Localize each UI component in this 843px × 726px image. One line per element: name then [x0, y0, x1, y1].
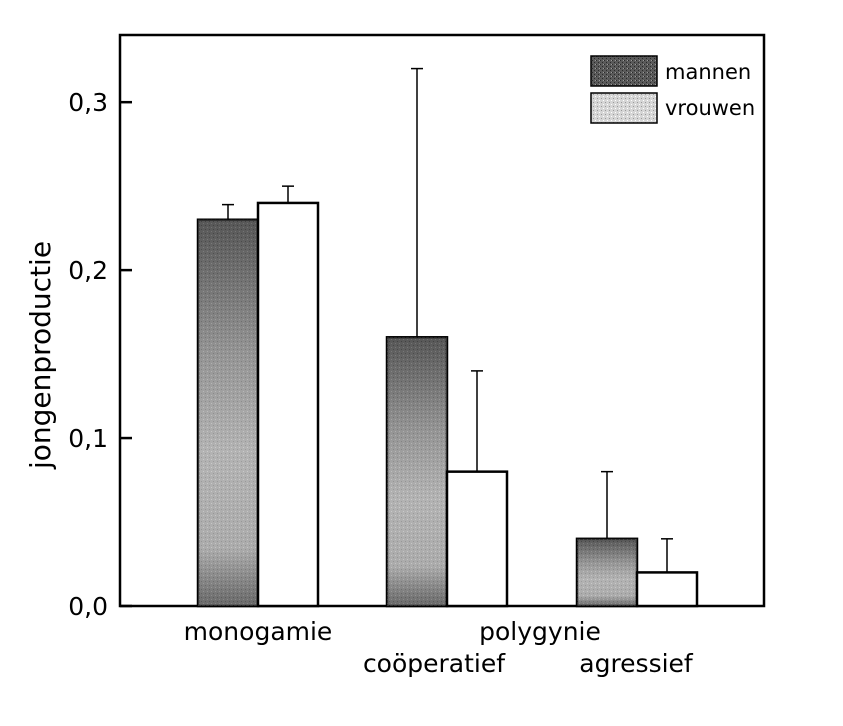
error-bars-group: [222, 67, 673, 573]
bar-vrouwen: [635, 571, 699, 608]
legend: mannen vrouwen: [590, 55, 755, 124]
legend-swatch-mannen: [590, 55, 658, 87]
y-axis: 0,0 0,1 0,2 0,3: [68, 88, 132, 621]
bars-group: [196, 201, 699, 608]
group-label-polygynie: polygynie: [479, 617, 601, 646]
category-label-monogamie: monogamie: [184, 617, 333, 646]
bar-vrouwen: [256, 201, 320, 608]
bar-mannen-texture: [387, 337, 447, 606]
legend-label-vrouwen: vrouwen: [665, 96, 755, 120]
y-tick-label: 0,2: [68, 256, 108, 285]
y-axis-title: jongenproductie: [24, 241, 57, 470]
category-label-cooperatief: coöperatief: [363, 649, 506, 678]
bar-mannen-texture: [198, 219, 258, 606]
legend-label-mannen: mannen: [665, 60, 751, 84]
y-tick-label: 0,3: [68, 88, 108, 117]
y-tick-label: 0,1: [68, 424, 108, 453]
category-label-agressief: agressief: [579, 649, 694, 678]
legend-swatch-vrouwen: [590, 92, 658, 124]
bar-vrouwen: [445, 470, 509, 608]
bar-mannen-texture: [577, 538, 637, 606]
y-tick-label: 0,0: [68, 592, 108, 621]
